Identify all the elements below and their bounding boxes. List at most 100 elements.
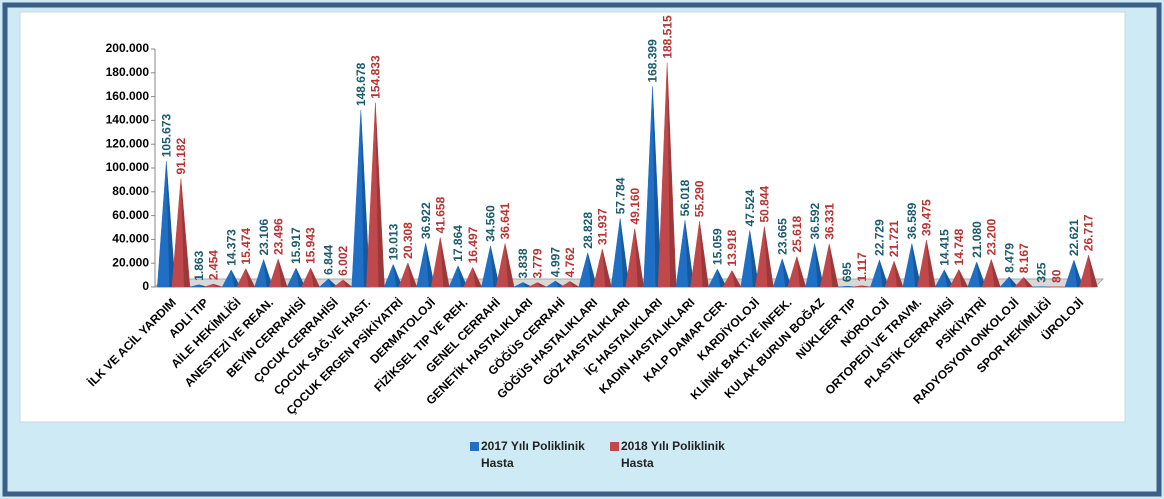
spike-shade bbox=[861, 285, 871, 287]
value-label: 26.717 bbox=[1082, 214, 1096, 251]
value-label: 41.658 bbox=[433, 196, 447, 233]
spike bbox=[157, 161, 176, 288]
value-label: 25.618 bbox=[790, 215, 804, 252]
spike-shade bbox=[310, 268, 320, 287]
spike-shade bbox=[829, 243, 839, 287]
spike-shade bbox=[796, 256, 806, 287]
legend-swatch bbox=[610, 442, 619, 451]
value-label: 57.784 bbox=[613, 177, 627, 214]
value-label: 4.997 bbox=[548, 247, 562, 277]
value-label: 14.748 bbox=[952, 228, 966, 265]
spike-shade bbox=[522, 282, 532, 287]
value-label: 22.729 bbox=[873, 219, 887, 256]
spike-shade bbox=[343, 279, 352, 287]
spike bbox=[286, 267, 306, 288]
value-label: 8.479 bbox=[1002, 243, 1016, 273]
spike bbox=[254, 258, 273, 288]
spike bbox=[366, 102, 385, 288]
spike-shade bbox=[407, 262, 417, 287]
y-tick-label: 60.000 bbox=[112, 208, 149, 222]
spike bbox=[934, 269, 954, 288]
spike-shade bbox=[944, 269, 954, 287]
spike bbox=[236, 268, 256, 288]
value-label: 15.059 bbox=[711, 228, 725, 265]
value-label: 56.018 bbox=[678, 179, 692, 216]
spike bbox=[189, 284, 208, 288]
spike bbox=[1064, 259, 1084, 288]
spike-shade bbox=[958, 269, 968, 287]
spike bbox=[1014, 276, 1034, 288]
value-label: 15.474 bbox=[239, 228, 253, 265]
legend-swatch bbox=[470, 442, 479, 451]
spike bbox=[838, 285, 857, 288]
spike bbox=[268, 258, 288, 288]
spike-shade bbox=[328, 278, 338, 287]
spike bbox=[560, 281, 580, 288]
value-label: 1.117 bbox=[855, 252, 869, 282]
spike-shade bbox=[458, 265, 468, 287]
y-tick-label: 20.000 bbox=[112, 255, 149, 269]
spike-shade bbox=[490, 245, 500, 287]
spike-shade bbox=[894, 261, 904, 287]
value-label: 4.762 bbox=[563, 247, 577, 277]
spike-shade bbox=[717, 269, 727, 287]
value-label: 1.863 bbox=[192, 250, 206, 280]
value-label: 23.106 bbox=[257, 218, 271, 255]
spike-shade bbox=[926, 240, 936, 287]
spike bbox=[884, 260, 904, 288]
value-label: 19.013 bbox=[386, 223, 400, 260]
spike-shade bbox=[1009, 276, 1019, 287]
spike-shade bbox=[263, 259, 273, 287]
spike bbox=[351, 110, 371, 288]
spike-shade bbox=[991, 259, 1001, 287]
spike-shade bbox=[879, 259, 889, 287]
spike bbox=[171, 178, 191, 288]
spike bbox=[398, 262, 418, 288]
value-label: 15.943 bbox=[304, 227, 318, 264]
value-label: 14.373 bbox=[224, 229, 238, 266]
spike bbox=[917, 239, 936, 288]
spike bbox=[481, 245, 500, 288]
spike bbox=[430, 237, 450, 288]
value-label: 168.399 bbox=[646, 39, 660, 83]
spike bbox=[787, 255, 807, 288]
value-label: 23.496 bbox=[271, 218, 285, 255]
value-label: 15.917 bbox=[289, 227, 303, 264]
value-label: 22.621 bbox=[1067, 219, 1081, 256]
spike bbox=[949, 268, 969, 288]
value-label: 23.665 bbox=[775, 218, 789, 255]
spike-shade bbox=[976, 261, 986, 287]
value-label: 91.182 bbox=[174, 137, 188, 174]
y-tick-label: 160.000 bbox=[106, 89, 150, 103]
spike bbox=[545, 280, 566, 288]
spike bbox=[416, 243, 435, 288]
value-label: 14.415 bbox=[937, 229, 951, 266]
spike-shade bbox=[699, 221, 709, 287]
y-tick-label: 120.000 bbox=[106, 136, 150, 150]
spike bbox=[740, 230, 760, 288]
spike bbox=[772, 258, 792, 288]
spike-shade bbox=[684, 220, 694, 287]
spike-shade bbox=[231, 269, 241, 287]
legend-label: 2018 Yılı Poliklinik Hasta bbox=[621, 439, 725, 470]
spike bbox=[755, 226, 774, 288]
value-label: 16.497 bbox=[466, 226, 480, 263]
spike bbox=[301, 267, 320, 288]
y-tick-label: 100.000 bbox=[106, 160, 150, 174]
value-label: 6.002 bbox=[336, 246, 350, 276]
value-label: 31.937 bbox=[595, 208, 609, 245]
value-label: 3.838 bbox=[516, 248, 530, 278]
value-label: 13.918 bbox=[725, 229, 739, 266]
spike bbox=[675, 220, 695, 288]
y-tick-label: 180.000 bbox=[106, 65, 150, 79]
y-tick-label: 0 bbox=[142, 279, 149, 293]
spike-shade bbox=[1073, 260, 1083, 287]
spike-shade bbox=[555, 281, 565, 287]
spike-shade bbox=[393, 264, 403, 287]
spike-shade bbox=[213, 284, 223, 287]
spike bbox=[643, 86, 662, 288]
spike-shade bbox=[749, 230, 759, 287]
spike bbox=[902, 243, 922, 288]
spike-shade bbox=[814, 243, 824, 287]
